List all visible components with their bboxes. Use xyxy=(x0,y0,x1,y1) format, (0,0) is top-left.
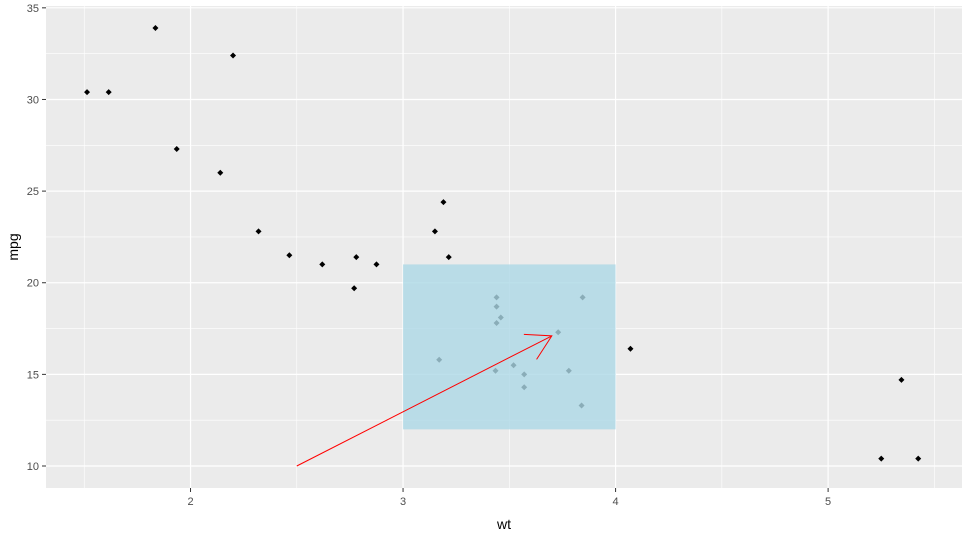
x-tick-label: 4 xyxy=(613,496,619,508)
data-point xyxy=(353,254,360,261)
y-tick-label: 15 xyxy=(27,369,39,381)
data-point xyxy=(84,89,91,96)
data-point xyxy=(152,24,159,31)
x-tick-label: 2 xyxy=(187,496,193,508)
data-point xyxy=(351,285,358,292)
data-point xyxy=(627,345,634,352)
x-tick-label: 3 xyxy=(400,496,406,508)
annotations xyxy=(296,264,616,467)
data-point xyxy=(445,254,452,261)
y-tick-label: 25 xyxy=(27,186,39,198)
y-tick-label: 35 xyxy=(27,3,39,15)
grid-major xyxy=(46,6,962,488)
x-tick-label: 5 xyxy=(825,496,831,508)
y-tick-label: 20 xyxy=(27,278,39,290)
arrow-head xyxy=(523,333,553,360)
arrow-segment xyxy=(296,335,553,467)
data-point xyxy=(286,252,293,259)
data-point xyxy=(217,169,224,176)
y-tick-label: 10 xyxy=(27,461,39,473)
data-point xyxy=(105,89,112,96)
data-point xyxy=(255,228,262,235)
data-point xyxy=(230,52,237,59)
data-point xyxy=(915,455,922,462)
data-point xyxy=(173,145,180,152)
x-axis-title: wt xyxy=(496,516,511,532)
tick-labels: 2 3 4 5 10 15 20 25 30 35 xyxy=(27,3,831,508)
y-tick-label: 30 xyxy=(27,94,39,106)
highlight-rect xyxy=(403,264,616,430)
data-point xyxy=(898,376,905,383)
data-point xyxy=(440,199,447,206)
data-point xyxy=(431,228,438,235)
data-point xyxy=(878,455,885,462)
data-point xyxy=(319,261,326,268)
y-axis-title: mpg xyxy=(5,233,21,260)
data-point xyxy=(373,261,380,268)
axis-ticks xyxy=(42,7,829,492)
